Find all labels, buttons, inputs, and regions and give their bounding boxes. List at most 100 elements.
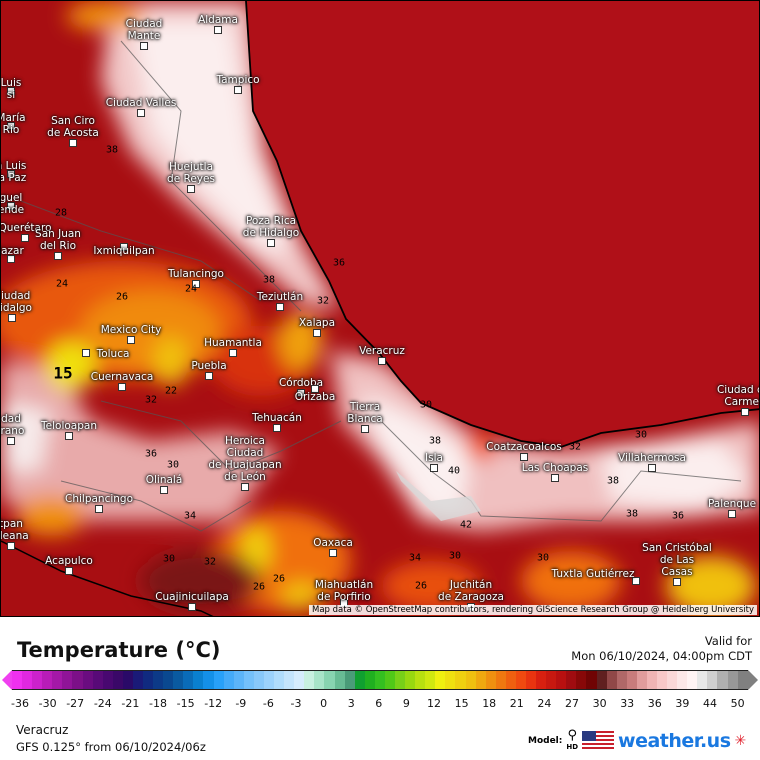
colorbar-cell: [697, 671, 708, 689]
colorbar-cell: [263, 671, 275, 689]
city-marker[interactable]: [7, 437, 15, 445]
colorbar-tick-label: 6: [375, 697, 383, 710]
colorbar-cell: [243, 671, 254, 689]
model-info: GFS 0.125° from 06/10/2024/06z: [16, 740, 206, 754]
city-label: Coatzacoalcos: [486, 441, 562, 453]
city-marker[interactable]: [8, 314, 16, 322]
city-marker[interactable]: [7, 170, 15, 178]
pacific-coastline: [1, 540, 214, 616]
weather-us-logo: weather.us: [618, 730, 731, 752]
city-marker[interactable]: [95, 505, 103, 513]
city-label: San Cristóbal de Las Casas: [642, 542, 712, 578]
colorbar-cell: [455, 671, 466, 689]
city-marker[interactable]: [7, 542, 15, 550]
city-marker[interactable]: [229, 349, 237, 357]
model-label: Model:: [528, 736, 563, 746]
city-marker[interactable]: [65, 567, 73, 575]
city-label: Tampico: [216, 74, 260, 86]
city-marker[interactable]: [267, 239, 275, 247]
colorbar-cell: [626, 671, 637, 689]
city-label: María Rio: [1, 112, 26, 136]
city-marker[interactable]: [118, 383, 126, 391]
colorbar-cell: [667, 671, 678, 689]
city-marker[interactable]: [276, 303, 284, 311]
city-marker[interactable]: [311, 385, 319, 393]
city-marker[interactable]: [329, 549, 337, 557]
city-marker[interactable]: [430, 464, 438, 472]
colorbar-tick-label: -18: [149, 697, 167, 710]
colorbar-cell: [112, 671, 123, 689]
valid-time: Mon 06/10/2024, 04:00pm CDT: [571, 649, 752, 663]
colorbar-cell: [354, 671, 365, 689]
city-label: San Ciro de Acosta: [47, 115, 99, 139]
contour-label: 38: [606, 475, 620, 487]
city-marker[interactable]: [205, 372, 213, 380]
temperature-map[interactable]: Ciudad Mante Aldama Tampico Ciudad Valles Sa…: [0, 0, 760, 617]
city-marker[interactable]: [137, 109, 145, 117]
city-marker[interactable]: [7, 122, 15, 130]
city-label: Veracruz: [359, 345, 405, 357]
city-label: Tuxtla Gutiérrez: [551, 568, 635, 580]
colorbar-cell: [334, 671, 345, 689]
city-marker[interactable]: [54, 252, 62, 260]
city-marker[interactable]: [82, 349, 90, 357]
valid-time-block: Valid for Mon 06/10/2024, 04:00pm CDT: [571, 634, 752, 664]
brand-block[interactable]: Model: ⚲ HD weather.us ✳: [528, 729, 746, 753]
colorbar-cell: [32, 671, 43, 689]
city-marker[interactable]: [648, 464, 656, 472]
city-marker[interactable]: [361, 425, 369, 433]
city-label: Puebla: [191, 360, 227, 372]
city-marker[interactable]: [188, 603, 196, 611]
colorbar-cell: [677, 671, 688, 689]
colorbar-tick-label: -36: [11, 697, 29, 710]
colorbar-cell: [415, 671, 426, 689]
city-marker[interactable]: [214, 26, 222, 34]
colorbar-cell: [163, 671, 174, 689]
colorbar-cell: [12, 671, 23, 689]
city-marker[interactable]: [69, 139, 77, 147]
contour-label: 30: [162, 553, 176, 565]
city-marker[interactable]: [741, 408, 749, 416]
city-marker[interactable]: [551, 474, 559, 482]
city-marker[interactable]: [187, 185, 195, 193]
city-marker[interactable]: [632, 577, 640, 585]
city-marker[interactable]: [673, 578, 681, 586]
colorbar-tick-label: -24: [93, 697, 112, 710]
colorbar-cell: [294, 671, 305, 689]
city-label: Huamantla: [204, 337, 262, 349]
colorbar-cell: [173, 671, 184, 689]
city-marker[interactable]: [313, 329, 321, 337]
city-marker[interactable]: [21, 234, 29, 242]
city-marker[interactable]: [7, 202, 15, 210]
city-marker[interactable]: [7, 255, 15, 263]
colorbar-cell: [203, 671, 214, 689]
city-label: Aldama: [198, 14, 238, 26]
city-marker[interactable]: [160, 486, 168, 494]
city-marker[interactable]: [728, 510, 736, 518]
city-marker[interactable]: [520, 453, 528, 461]
city-marker[interactable]: [378, 357, 386, 365]
colorbar-tick-label: 9: [402, 697, 410, 710]
colorbar-cell: [72, 671, 83, 689]
city-marker[interactable]: [192, 280, 200, 288]
city-marker[interactable]: [234, 86, 242, 94]
city-marker[interactable]: [127, 336, 135, 344]
colorbar-tick-label: 0: [320, 697, 328, 710]
city-marker[interactable]: [297, 389, 305, 397]
colorbar-cell: [405, 671, 416, 689]
colorbar-cell: [153, 671, 164, 689]
city-marker[interactable]: [273, 424, 281, 432]
colorbar-cell: [485, 671, 496, 689]
city-label: dad irano: [0, 413, 25, 437]
city-marker[interactable]: [241, 483, 249, 491]
contour-label: 32: [144, 394, 158, 406]
city-label: Ciudad Mante: [125, 18, 163, 42]
colorbar-cell: [505, 671, 516, 689]
city-marker[interactable]: [7, 87, 15, 95]
map-attribution[interactable]: Map data © OpenStreetMap contributors, r…: [309, 605, 757, 615]
city-marker[interactable]: [140, 42, 148, 50]
city-marker[interactable]: [120, 243, 128, 251]
colorbar-tick-label: 44: [703, 697, 717, 710]
city-marker[interactable]: [65, 432, 73, 440]
contour-label: 15: [53, 363, 73, 383]
